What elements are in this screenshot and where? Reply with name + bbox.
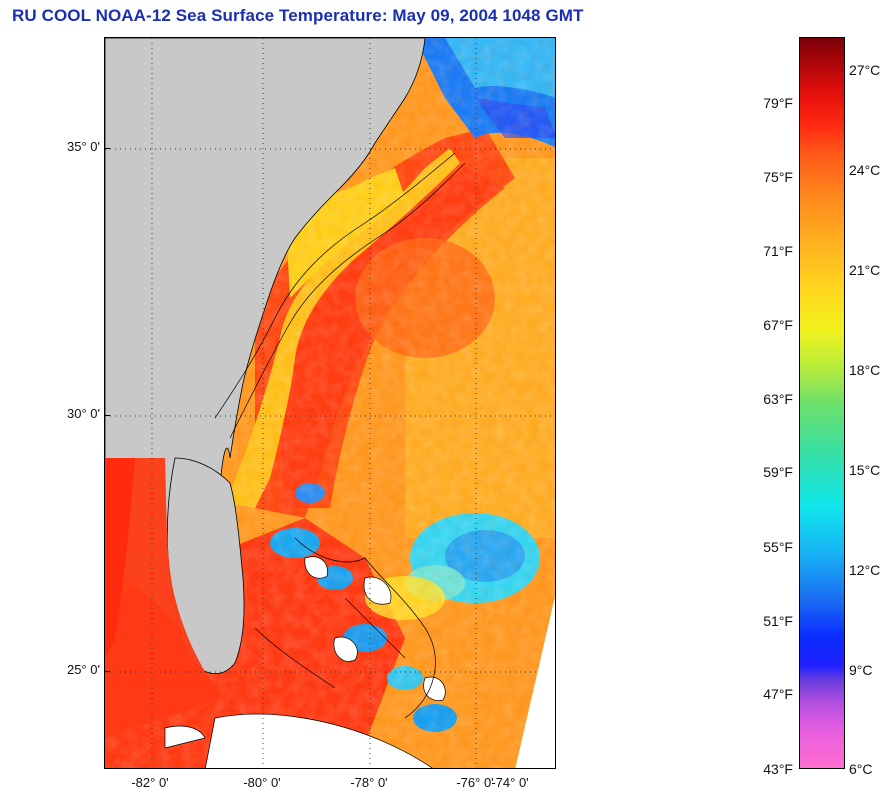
sst-map-graphic	[105, 38, 555, 768]
sst-map[interactable]	[104, 37, 556, 769]
colorbar-f-label: 79°F	[763, 95, 793, 111]
bathymetry-contours	[214, 152, 466, 719]
lon-label-76: -76° 0'	[456, 775, 494, 790]
colorbar-c-label: 27°C	[849, 62, 881, 78]
map-title: RU COOL NOAA-12 Sea Surface Temperature:…	[12, 6, 584, 25]
lon-label-74: -74° 0'	[491, 775, 529, 790]
colorbar-f-label: 67°F	[763, 317, 793, 333]
lat-label-25: 25° 0'	[67, 662, 100, 677]
colorbar-c-label: 6°C	[849, 761, 873, 777]
lon-label-80: -80° 0'	[243, 775, 281, 790]
islands	[164, 556, 446, 768]
colorbar-f-label: 59°F	[763, 464, 793, 480]
colorbar-f-label: 51°F	[763, 613, 793, 629]
colorbar-c-label: 15°C	[849, 462, 881, 478]
graticule	[105, 38, 555, 768]
lat-tick	[104, 671, 110, 672]
colorbar-f-label: 47°F	[763, 686, 793, 702]
temperature-colorbar	[799, 37, 845, 769]
colorbar-c-label: 21°C	[849, 262, 881, 278]
colorbar-f-label: 43°F	[763, 761, 793, 777]
lat-tick	[104, 148, 110, 149]
colorbar-c-label: 9°C	[849, 662, 873, 678]
colorbar-f-label: 63°F	[763, 391, 793, 407]
lon-label-82: -82° 0'	[131, 775, 169, 790]
colorbar-f-label: 55°F	[763, 539, 793, 555]
lat-tick	[104, 415, 110, 416]
lat-label-35: 35° 0'	[67, 139, 100, 154]
colorbar-f-label: 75°F	[763, 169, 793, 185]
colorbar-c-label: 24°C	[849, 162, 881, 178]
colorbar-c-label: 18°C	[849, 362, 881, 378]
colorbar-c-label: 12°C	[849, 562, 881, 578]
colorbar-f-label: 71°F	[763, 243, 793, 259]
lon-label-78: -78° 0'	[350, 775, 388, 790]
lat-label-30: 30° 0'	[67, 406, 100, 421]
